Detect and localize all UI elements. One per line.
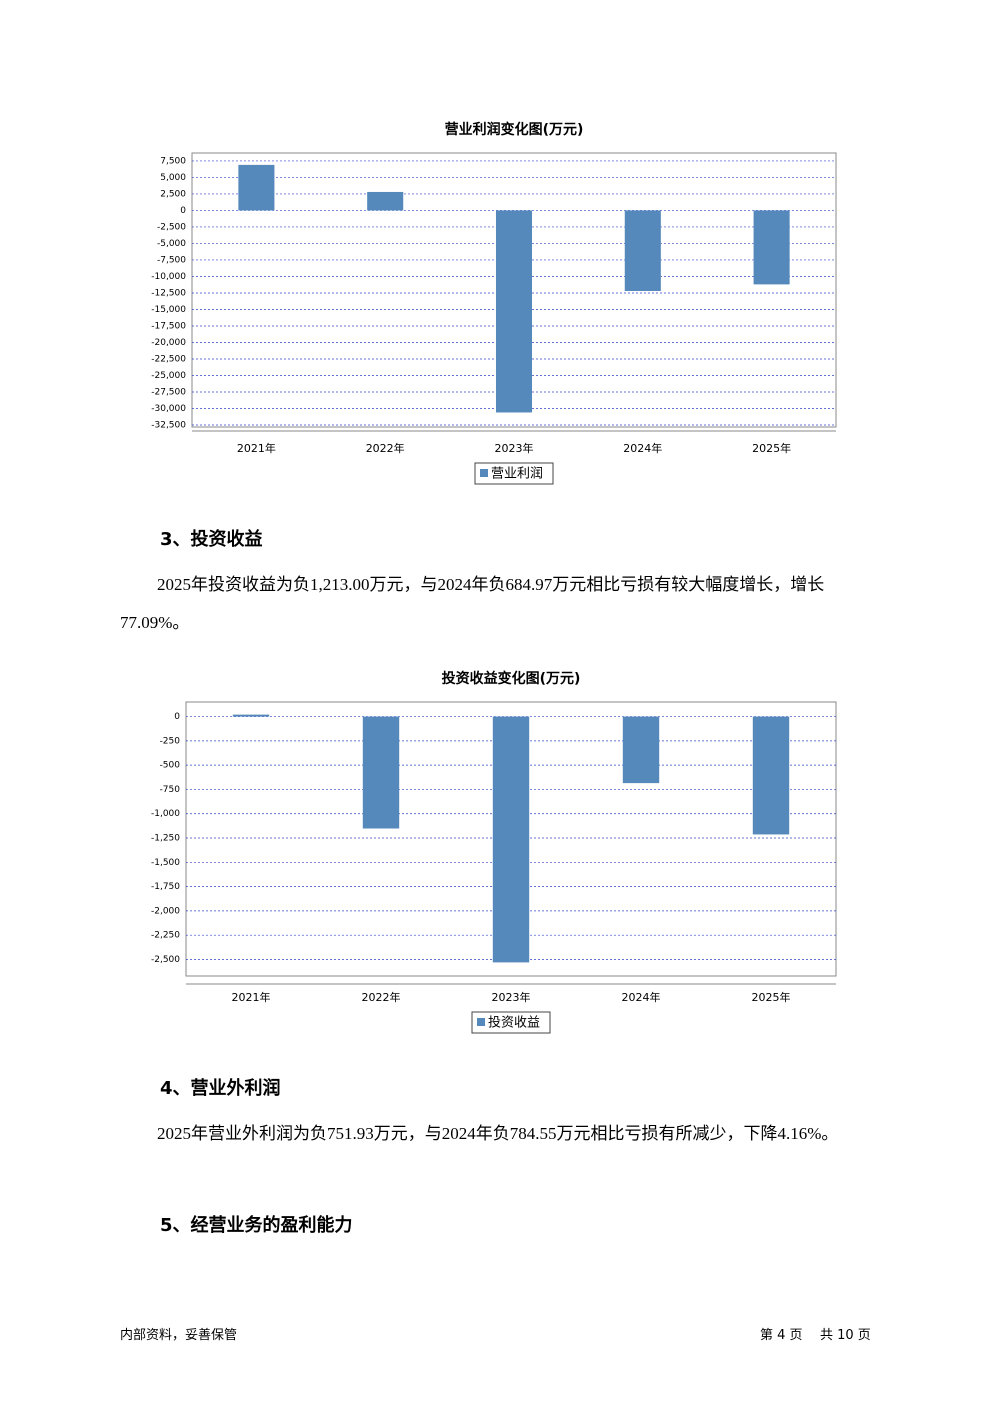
bar [232, 714, 270, 717]
x-tick-label: 2023年 [492, 990, 531, 1004]
y-tick-label: -2,000 [151, 906, 180, 916]
x-tick-label: 2024年 [623, 441, 662, 455]
y-tick-label: -1,000 [151, 809, 180, 819]
footer-total: 共 10 页 [820, 1328, 871, 1343]
y-tick-label: -7,500 [157, 255, 186, 265]
y-tick-label: -27,500 [151, 388, 186, 398]
y-tick-label: -20,000 [151, 338, 186, 348]
section-heading: 3、投资收益 [160, 529, 263, 550]
section-heading: 5、经营业务的盈利能力 [160, 1215, 353, 1236]
chart-title: 营业利润变化图(万元) [445, 121, 584, 138]
bar [238, 164, 275, 211]
y-tick-label: -12,500 [151, 288, 186, 298]
y-tick-label: -2,500 [151, 955, 180, 965]
y-tick-label: 0 [180, 206, 186, 216]
chart-title: 投资收益变化图(万元) [442, 670, 581, 687]
y-tick-label: -2,250 [151, 931, 180, 941]
y-tick-label: -1,250 [151, 834, 180, 844]
paragraph: 2025年投资收益为负1,213.00万元，与2024年负684.97万元相比亏… [120, 575, 825, 632]
y-tick-label: -15,000 [151, 305, 186, 315]
y-tick-label: -32,500 [151, 421, 186, 431]
x-tick-label: 2023年 [495, 441, 534, 455]
y-tick-label: -500 [160, 761, 181, 771]
y-tick-label: -30,000 [151, 404, 186, 414]
y-tick-label: -22,500 [151, 354, 186, 364]
bar [624, 210, 661, 291]
legend-swatch [477, 1018, 485, 1026]
y-tick-label: -5,000 [157, 239, 186, 249]
y-tick-label: -250 [160, 736, 181, 746]
y-tick-label: 2,500 [160, 189, 186, 199]
x-tick-label: 2021年 [232, 990, 271, 1004]
legend-label: 投资收益 [488, 1015, 540, 1031]
bar [362, 716, 400, 829]
legend-label: 营业利润 [491, 467, 543, 482]
section-heading: 4、营业外利润 [160, 1078, 281, 1099]
x-tick-label: 2022年 [362, 990, 401, 1004]
legend-box [471, 1011, 551, 1034]
x-tick-label: 2022年 [366, 441, 405, 455]
bar [495, 210, 533, 413]
bar [752, 716, 790, 835]
y-tick-label: -2,500 [157, 222, 186, 232]
paragraph: 2025年营业外利润为负751.93万元，与2024年负784.55万元相比亏损… [157, 1124, 839, 1143]
bar [753, 210, 790, 285]
bar [492, 716, 530, 963]
x-tick-label: 2024年 [622, 990, 661, 1004]
footer-page: 第 4 页 [760, 1328, 803, 1343]
x-tick-label: 2025年 [752, 441, 791, 455]
footer-left: 内部资料，妥善保管 [120, 1328, 238, 1343]
x-tick-label: 2021年 [237, 441, 276, 455]
x-tick-label: 2025年 [752, 990, 791, 1004]
y-tick-label: -1,750 [151, 882, 180, 892]
y-tick-label: -1,500 [151, 858, 180, 868]
y-tick-label: 5,000 [160, 173, 186, 183]
legend-swatch [480, 469, 488, 477]
y-tick-label: 7,500 [160, 156, 186, 166]
bar [367, 191, 404, 211]
y-tick-label: -750 [160, 785, 181, 795]
y-tick-label: -17,500 [151, 321, 186, 331]
bar [622, 716, 660, 784]
y-tick-label: -25,000 [151, 371, 186, 381]
legend-box [474, 462, 554, 485]
y-tick-label: 0 [174, 712, 180, 722]
y-tick-label: -10,000 [151, 272, 186, 282]
